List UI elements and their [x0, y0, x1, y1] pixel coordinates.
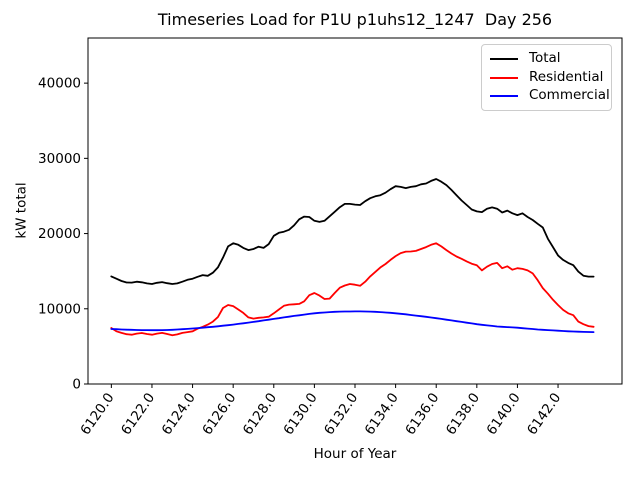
y-tick-label: 0 — [72, 377, 81, 393]
legend-label: Residential — [529, 68, 604, 85]
x-tick-label: 6134.0 — [362, 390, 402, 438]
y-axis-ticks: 0 10000 20000 30000 40000 — [38, 76, 88, 393]
plot-border — [87, 37, 623, 385]
legend-line-sample — [490, 57, 518, 60]
x-axis-label: Hour of Year — [313, 446, 397, 462]
x-tick-label: 6142.0 — [524, 390, 564, 438]
x-tick-label: 6140.0 — [484, 390, 524, 438]
y-tick-label: 10000 — [38, 301, 81, 317]
y-tick-label: 30000 — [38, 151, 81, 167]
x-tick-label: 6128.0 — [240, 390, 280, 438]
legend-label: Total — [529, 50, 561, 67]
x-tick-label: 6138.0 — [443, 390, 483, 438]
legend-item-residential: Residential — [482, 68, 611, 85]
x-tick-label: 6136.0 — [402, 390, 442, 438]
legend-item-commercial: Commercial — [482, 89, 611, 103]
legend-item-total: Total — [482, 52, 611, 66]
legend-line-sample — [490, 95, 518, 98]
x-tick-label: 6126.0 — [199, 390, 239, 438]
y-tick-label: 20000 — [38, 226, 81, 242]
series-lines — [110, 178, 595, 337]
x-tick-label: 6122.0 — [118, 390, 158, 438]
x-tick-label: 6124.0 — [159, 390, 199, 438]
chart-title: Timeseries Load for P1U p1uhs12_1247 Day… — [157, 10, 553, 29]
legend: Total Residential Commercial — [481, 44, 612, 111]
series-line-commercial — [110, 310, 595, 334]
x-axis-ticks: 6120.0 6122.0 6124.0 6126.0 6128.0 6130.0 6132… — [77, 384, 564, 438]
x-tick-label: 6132.0 — [321, 390, 361, 438]
x-tick-label: 6120.0 — [77, 390, 117, 438]
series-line-residential — [110, 242, 595, 337]
x-tick-label: 6130.0 — [280, 390, 320, 438]
legend-line-sample — [490, 76, 518, 79]
legend-label: Commercial — [529, 87, 610, 104]
y-tick-label: 40000 — [38, 76, 81, 92]
series-line-total — [110, 178, 595, 285]
y-axis-label: kW total — [13, 182, 30, 239]
